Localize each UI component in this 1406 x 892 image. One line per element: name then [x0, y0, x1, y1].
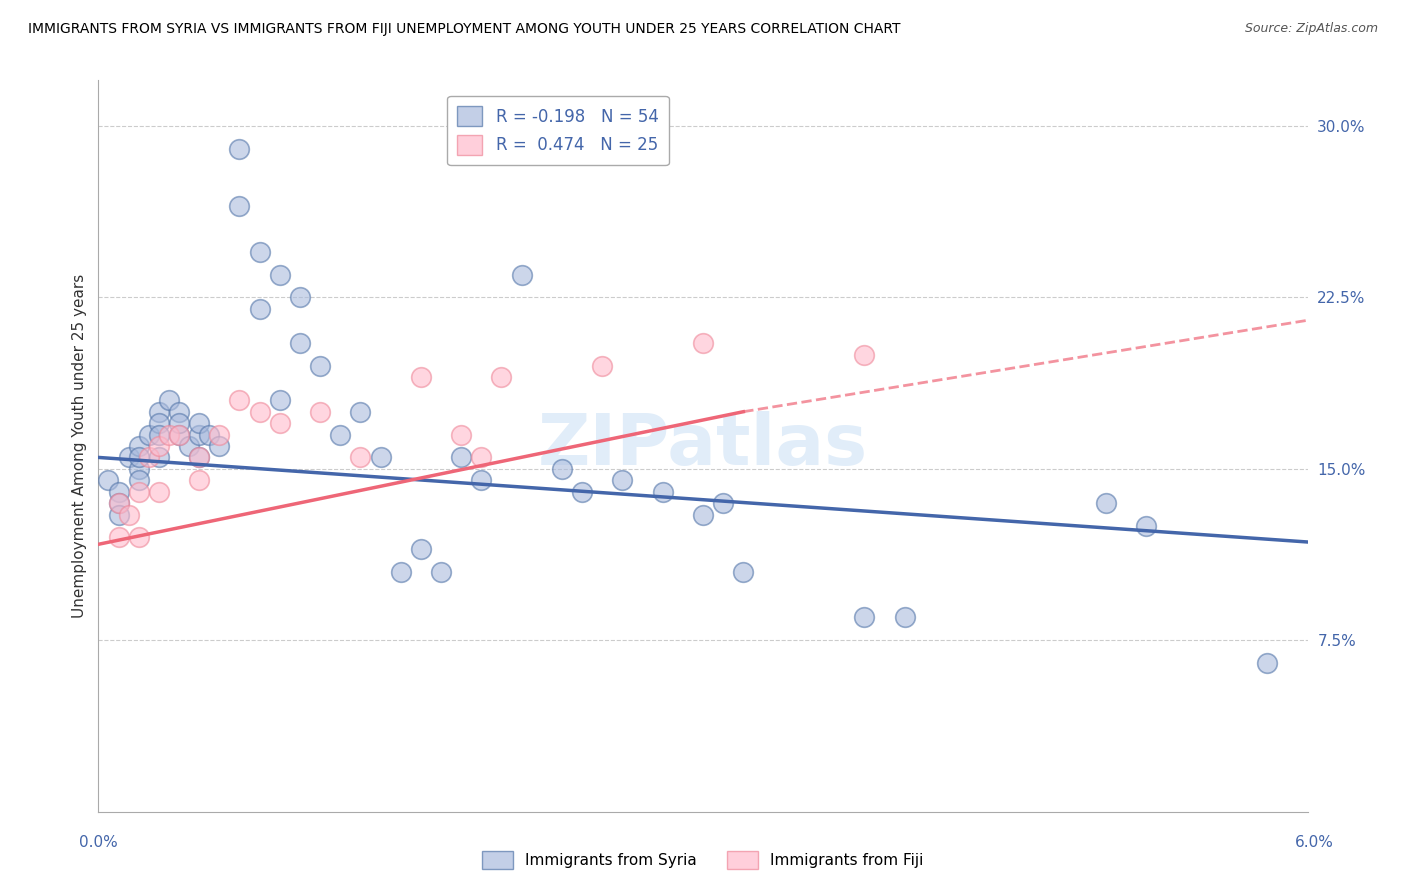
- Point: [228, 393, 250, 408]
- Legend: Immigrants from Syria, Immigrants from Fiji: Immigrants from Syria, Immigrants from F…: [477, 845, 929, 875]
- Point: [148, 416, 170, 430]
- Point: [450, 427, 472, 442]
- Y-axis label: Unemployment Among Youth under 25 years: Unemployment Among Youth under 25 years: [72, 274, 87, 618]
- Point: [128, 462, 150, 476]
- Point: [409, 370, 432, 384]
- Point: [167, 427, 190, 442]
- Point: [1256, 656, 1278, 670]
- Point: [1135, 519, 1157, 533]
- Point: [188, 450, 211, 465]
- Point: [249, 405, 271, 419]
- Point: [711, 496, 734, 510]
- Point: [157, 393, 180, 408]
- Point: [167, 427, 190, 442]
- Point: [138, 427, 160, 442]
- Text: 0.0%: 0.0%: [79, 836, 118, 850]
- Point: [188, 416, 211, 430]
- Point: [349, 405, 371, 419]
- Point: [591, 359, 613, 373]
- Point: [208, 439, 231, 453]
- Point: [148, 450, 170, 465]
- Point: [389, 565, 412, 579]
- Point: [167, 416, 190, 430]
- Point: [208, 427, 231, 442]
- Legend: R = -0.198   N = 54, R =  0.474   N = 25: R = -0.198 N = 54, R = 0.474 N = 25: [447, 96, 668, 165]
- Point: [188, 473, 211, 487]
- Point: [692, 336, 714, 351]
- Point: [269, 268, 291, 282]
- Text: IMMIGRANTS FROM SYRIA VS IMMIGRANTS FROM FIJI UNEMPLOYMENT AMONG YOUTH UNDER 25 : IMMIGRANTS FROM SYRIA VS IMMIGRANTS FROM…: [28, 22, 901, 37]
- Point: [118, 508, 141, 522]
- Point: [288, 290, 311, 304]
- Point: [269, 416, 291, 430]
- Point: [510, 268, 533, 282]
- Point: [893, 610, 915, 624]
- Point: [138, 450, 160, 465]
- Point: [249, 244, 271, 259]
- Point: [228, 199, 250, 213]
- Point: [188, 427, 211, 442]
- Point: [107, 484, 129, 499]
- Point: [107, 496, 129, 510]
- Point: [228, 142, 250, 156]
- Point: [1095, 496, 1118, 510]
- Point: [128, 439, 150, 453]
- Text: ZIPatlas: ZIPatlas: [538, 411, 868, 481]
- Point: [288, 336, 311, 351]
- Point: [148, 427, 170, 442]
- Point: [551, 462, 574, 476]
- Point: [107, 530, 129, 544]
- Point: [409, 541, 432, 556]
- Point: [148, 405, 170, 419]
- Point: [370, 450, 392, 465]
- Point: [128, 450, 150, 465]
- Point: [430, 565, 453, 579]
- Point: [97, 473, 120, 487]
- Point: [198, 427, 221, 442]
- Point: [309, 405, 332, 419]
- Point: [612, 473, 634, 487]
- Point: [118, 450, 141, 465]
- Point: [107, 508, 129, 522]
- Point: [329, 427, 352, 442]
- Point: [733, 565, 755, 579]
- Point: [651, 484, 673, 499]
- Point: [188, 450, 211, 465]
- Point: [249, 301, 271, 316]
- Point: [148, 484, 170, 499]
- Point: [179, 439, 201, 453]
- Point: [349, 450, 371, 465]
- Point: [128, 530, 150, 544]
- Point: [450, 450, 472, 465]
- Point: [571, 484, 593, 499]
- Point: [269, 393, 291, 408]
- Point: [107, 496, 129, 510]
- Point: [470, 450, 492, 465]
- Point: [148, 439, 170, 453]
- Point: [692, 508, 714, 522]
- Point: [309, 359, 332, 373]
- Point: [470, 473, 492, 487]
- Point: [853, 347, 876, 362]
- Text: Source: ZipAtlas.com: Source: ZipAtlas.com: [1244, 22, 1378, 36]
- Point: [167, 405, 190, 419]
- Point: [491, 370, 513, 384]
- Point: [157, 427, 180, 442]
- Point: [853, 610, 876, 624]
- Point: [128, 473, 150, 487]
- Text: 6.0%: 6.0%: [1295, 836, 1334, 850]
- Point: [128, 484, 150, 499]
